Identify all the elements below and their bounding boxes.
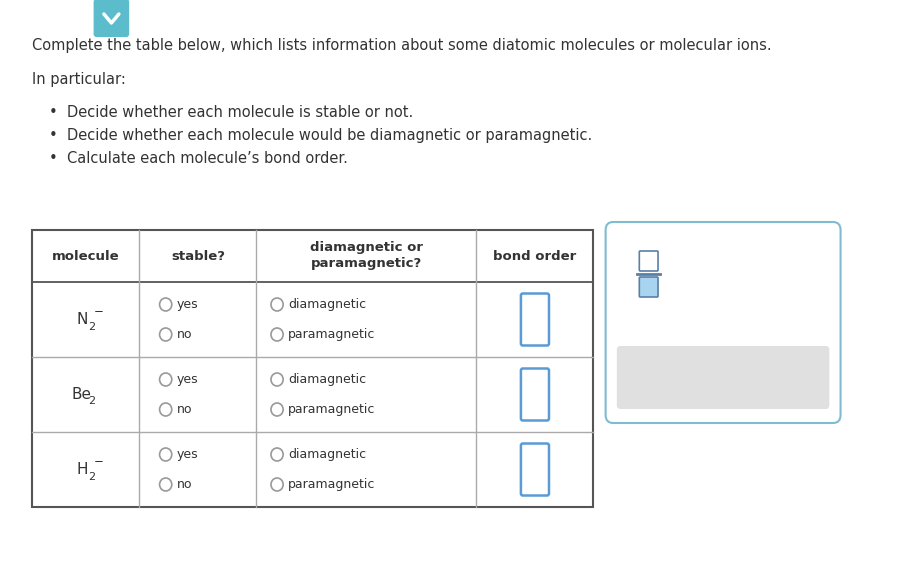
Text: no: no [177,478,193,491]
Text: −: − [94,455,104,468]
Text: ↺: ↺ [717,367,734,388]
Text: In particular:: In particular: [32,72,126,87]
Text: molecule: molecule [52,250,120,263]
Text: paramagnetic: paramagnetic [289,478,375,491]
Text: bond order: bond order [493,250,577,263]
Text: no: no [177,328,193,341]
FancyBboxPatch shape [94,0,129,37]
Text: −: − [94,305,104,318]
Text: paramagnetic: paramagnetic [289,328,375,341]
Text: paramagnetic: paramagnetic [289,403,375,416]
Text: yes: yes [177,298,198,311]
FancyBboxPatch shape [605,222,841,423]
Text: •  Calculate each molecule’s bond order.: • Calculate each molecule’s bond order. [48,151,348,166]
FancyBboxPatch shape [639,277,658,297]
Text: 2: 2 [88,321,95,332]
Text: 2: 2 [88,397,95,407]
Text: H: H [76,462,88,477]
Text: diamagnetic: diamagnetic [289,298,366,311]
Text: stable?: stable? [171,250,225,263]
FancyBboxPatch shape [521,293,549,346]
Text: N: N [76,312,88,327]
Text: 2: 2 [88,472,95,481]
Text: diamagnetic: diamagnetic [289,448,366,461]
Text: yes: yes [177,373,198,386]
FancyBboxPatch shape [521,369,549,420]
Text: •  Decide whether each molecule would be diamagnetic or paramagnetic.: • Decide whether each molecule would be … [48,128,592,143]
Text: yes: yes [177,448,198,461]
Text: no: no [177,403,193,416]
FancyBboxPatch shape [639,251,658,271]
Text: Complete the table below, which lists information about some diatomic molecules : Complete the table below, which lists in… [32,38,771,53]
Text: ×: × [654,368,670,387]
Text: ?: ? [790,367,802,388]
Text: diamagnetic: diamagnetic [289,373,366,386]
Text: Be: Be [72,387,92,402]
FancyBboxPatch shape [617,346,829,409]
Text: diamagnetic or
paramagnetic?: diamagnetic or paramagnetic? [310,242,423,270]
FancyBboxPatch shape [521,443,549,496]
Bar [32,230,593,507]
Text: •  Decide whether each molecule is stable or not.: • Decide whether each molecule is stable… [48,105,413,120]
